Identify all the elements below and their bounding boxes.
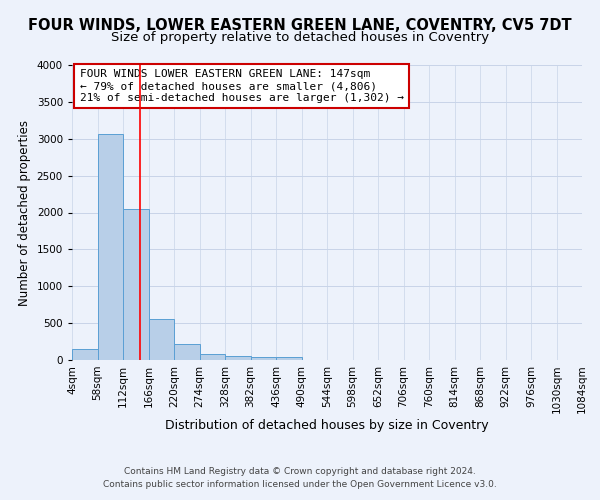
Bar: [72, 349, 97, 360]
Y-axis label: Number of detached properties: Number of detached properties: [18, 120, 31, 306]
Bar: [174, 344, 199, 360]
Bar: [200, 354, 225, 360]
Bar: [276, 356, 302, 360]
Text: FOUR WINDS LOWER EASTERN GREEN LANE: 147sqm
← 79% of detached houses are smaller: FOUR WINDS LOWER EASTERN GREEN LANE: 147…: [80, 70, 404, 102]
Text: Contains HM Land Registry data © Crown copyright and database right 2024.: Contains HM Land Registry data © Crown c…: [124, 467, 476, 476]
Text: Contains public sector information licensed under the Open Government Licence v3: Contains public sector information licen…: [103, 480, 497, 489]
Text: FOUR WINDS, LOWER EASTERN GREEN LANE, COVENTRY, CV5 7DT: FOUR WINDS, LOWER EASTERN GREEN LANE, CO…: [28, 18, 572, 32]
Bar: [123, 209, 149, 360]
Bar: [149, 318, 174, 360]
Bar: [225, 356, 251, 360]
Bar: [97, 134, 123, 360]
Bar: [251, 356, 276, 360]
Text: Size of property relative to detached houses in Coventry: Size of property relative to detached ho…: [111, 31, 489, 44]
X-axis label: Distribution of detached houses by size in Coventry: Distribution of detached houses by size …: [165, 419, 489, 432]
